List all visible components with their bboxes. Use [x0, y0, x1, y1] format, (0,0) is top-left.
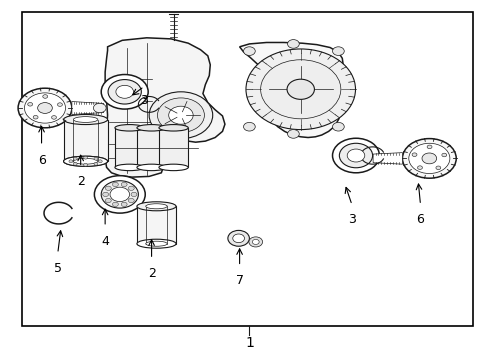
Circle shape [18, 88, 72, 128]
Text: 5: 5 [54, 262, 61, 275]
Circle shape [252, 239, 259, 244]
Ellipse shape [145, 204, 167, 209]
Circle shape [421, 153, 436, 164]
Bar [22, 12, 472, 326]
Ellipse shape [137, 239, 176, 248]
Ellipse shape [137, 164, 166, 171]
Text: 6: 6 [416, 213, 424, 226]
Ellipse shape [137, 125, 166, 131]
Circle shape [245, 49, 355, 130]
Circle shape [38, 103, 52, 113]
Text: 2: 2 [147, 267, 155, 280]
Text: 2: 2 [77, 175, 84, 188]
Ellipse shape [73, 117, 98, 122]
Circle shape [287, 40, 299, 48]
Circle shape [105, 198, 111, 203]
Circle shape [83, 163, 87, 166]
Circle shape [108, 80, 141, 104]
Circle shape [332, 47, 344, 55]
Circle shape [93, 103, 106, 113]
Circle shape [408, 143, 449, 174]
Circle shape [441, 153, 446, 157]
Polygon shape [115, 128, 144, 167]
Circle shape [112, 202, 118, 207]
Circle shape [417, 166, 422, 170]
Circle shape [105, 186, 111, 190]
Circle shape [98, 160, 102, 163]
Circle shape [243, 47, 255, 55]
Circle shape [411, 153, 416, 157]
Circle shape [131, 192, 137, 197]
Circle shape [248, 237, 262, 247]
Circle shape [73, 157, 77, 160]
Circle shape [128, 186, 134, 190]
Ellipse shape [63, 114, 107, 125]
Circle shape [51, 116, 56, 119]
Circle shape [42, 95, 47, 98]
Circle shape [243, 122, 255, 131]
Ellipse shape [145, 241, 167, 246]
Circle shape [24, 93, 65, 123]
Circle shape [346, 149, 364, 162]
Polygon shape [159, 128, 188, 167]
Circle shape [121, 202, 127, 207]
Polygon shape [105, 38, 224, 177]
Circle shape [435, 166, 440, 170]
Circle shape [101, 181, 138, 208]
Circle shape [227, 230, 249, 246]
Circle shape [69, 160, 73, 163]
Polygon shape [137, 206, 176, 244]
Ellipse shape [137, 202, 176, 211]
Circle shape [116, 85, 133, 98]
Circle shape [94, 157, 98, 160]
Circle shape [102, 192, 108, 197]
Circle shape [168, 106, 193, 124]
Text: 4: 4 [101, 235, 109, 248]
Circle shape [426, 145, 431, 149]
Ellipse shape [115, 164, 144, 171]
Text: 3: 3 [347, 213, 355, 226]
Circle shape [28, 103, 33, 106]
Polygon shape [239, 42, 343, 138]
Circle shape [58, 103, 62, 107]
Circle shape [232, 234, 244, 243]
Circle shape [286, 79, 314, 99]
Circle shape [157, 98, 204, 132]
Circle shape [402, 139, 455, 178]
Text: 7: 7 [235, 274, 243, 287]
Ellipse shape [63, 156, 107, 166]
Ellipse shape [159, 125, 188, 131]
Ellipse shape [63, 156, 107, 166]
Circle shape [121, 182, 127, 186]
Polygon shape [372, 153, 402, 164]
Circle shape [94, 176, 145, 213]
Circle shape [260, 60, 340, 119]
Polygon shape [137, 128, 166, 167]
Circle shape [149, 92, 212, 139]
Text: 1: 1 [244, 336, 253, 350]
Circle shape [73, 162, 77, 165]
Circle shape [94, 162, 98, 165]
Circle shape [110, 187, 129, 202]
Circle shape [33, 116, 38, 119]
Text: 6: 6 [38, 154, 45, 167]
Circle shape [332, 138, 379, 173]
Circle shape [101, 75, 148, 109]
Circle shape [83, 156, 87, 159]
Text: 3: 3 [140, 94, 148, 107]
Circle shape [287, 130, 299, 138]
Circle shape [128, 198, 134, 203]
Polygon shape [72, 102, 103, 114]
Polygon shape [63, 120, 107, 161]
Ellipse shape [115, 125, 144, 131]
Circle shape [332, 122, 344, 131]
Ellipse shape [73, 158, 98, 164]
Circle shape [339, 143, 372, 168]
Ellipse shape [159, 164, 188, 171]
Circle shape [112, 182, 118, 186]
